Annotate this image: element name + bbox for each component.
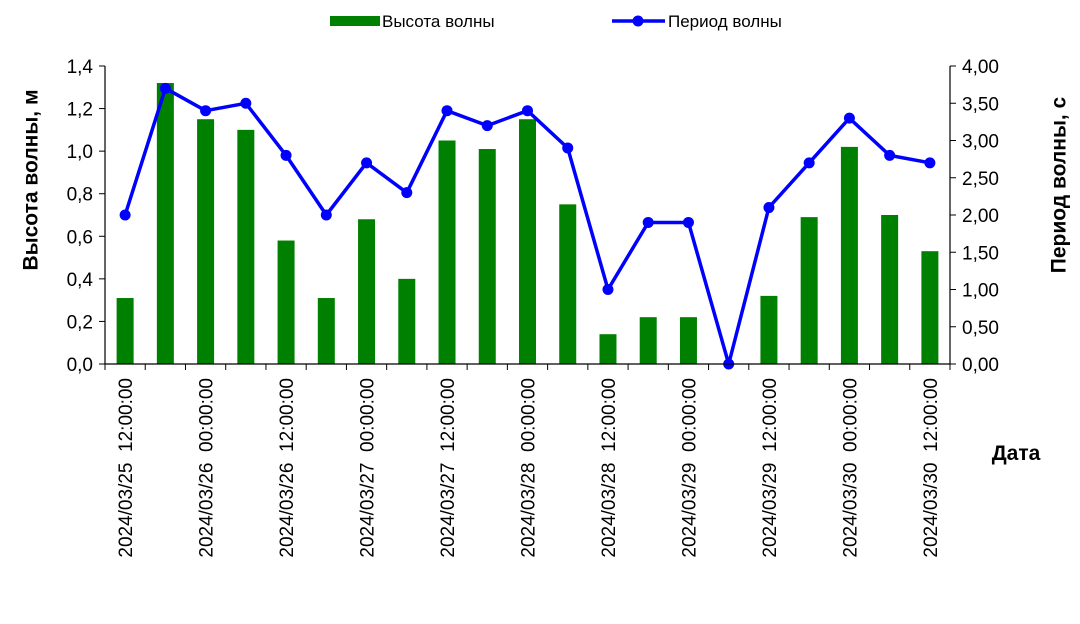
line-point (280, 149, 292, 161)
left-tick-label: 0,8 (67, 185, 93, 206)
x-tick-label: 2024/03/28 12:00:00 (599, 378, 620, 558)
left-tick-label: 1,0 (67, 142, 93, 163)
right-tick-label: 0,00 (962, 355, 999, 376)
left-tick-label: 0,4 (67, 270, 94, 291)
line-point (562, 142, 574, 154)
bar (438, 140, 456, 364)
right-tick-label: 2,50 (962, 169, 999, 190)
right-tick-label: 1,00 (962, 281, 999, 302)
bar (519, 119, 536, 364)
bar (800, 217, 818, 364)
line-point (441, 105, 453, 117)
right-axis-ticks: 0,00 0,50 1,00 1,50 2,00 2,50 3,00 3,50 4,00 (950, 57, 999, 376)
bar (559, 204, 577, 364)
x-tick-label: 2024/03/29 00:00:00 (680, 378, 701, 558)
bar (156, 83, 174, 365)
x-axis-title: Дата (992, 442, 1041, 465)
line-point (159, 82, 171, 94)
bar (398, 278, 416, 364)
legend-label-period: Период волны (668, 12, 782, 31)
bar (277, 240, 295, 364)
bar (639, 317, 657, 364)
left-tick-label: 1,2 (67, 100, 93, 121)
bar-series (116, 83, 939, 365)
right-tick-label: 1,50 (962, 243, 999, 264)
line-point (884, 149, 896, 161)
bar (116, 298, 134, 364)
bar (679, 317, 697, 364)
x-tick-label: 2024/03/30 12:00:00 (921, 378, 942, 558)
y-axis-right-title: Период волны, с (1048, 96, 1071, 273)
x-tick-label: 2024/03/27 00:00:00 (358, 378, 379, 558)
line-point (320, 209, 332, 221)
legend-line-marker (632, 15, 644, 27)
line-point (240, 97, 252, 109)
left-tick-label: 1,4 (67, 57, 94, 78)
bar (881, 215, 899, 364)
bar (317, 298, 335, 364)
bar (921, 251, 939, 364)
x-tick-label: 2024/03/30 00:00:00 (840, 378, 861, 558)
legend-bar-swatch (330, 16, 380, 26)
left-axis-ticks: 0,0 0,2 0,4 0,6 0,8 1,0 1,2 1,4 (67, 57, 105, 376)
x-tick-label: 2024/03/25 12:00:00 (116, 378, 137, 558)
bar (358, 219, 376, 364)
x-tick-label: 2024/03/29 12:00:00 (760, 378, 781, 558)
line-point (481, 120, 493, 132)
x-tick-label: 2024/03/26 00:00:00 (197, 378, 218, 558)
line-point (803, 157, 815, 169)
bar (197, 119, 215, 364)
x-tick-label: 2024/03/27 12:00:00 (438, 378, 459, 558)
left-tick-label: 0,6 (67, 227, 93, 248)
legend-label-height: Высота волны (382, 12, 495, 31)
line-point (843, 112, 855, 124)
line-point (924, 157, 936, 169)
bar (599, 334, 617, 364)
line-point (522, 105, 533, 117)
line-point (200, 105, 212, 117)
y-axis-left-title: Высота волны, м (20, 90, 43, 271)
right-tick-label: 2,00 (962, 206, 999, 227)
x-tick-label: 2024/03/28 00:00:00 (519, 378, 540, 558)
right-tick-label: 3,00 (962, 132, 999, 153)
right-tick-label: 0,50 (962, 318, 999, 339)
bar (478, 149, 496, 364)
line-point (642, 216, 654, 228)
legend: Высота волны Период волны (330, 12, 782, 31)
right-tick-label: 3,50 (962, 94, 999, 115)
x-tick-label: 2024/03/26 12:00:00 (277, 378, 298, 558)
line-point (602, 284, 614, 295)
line-point (361, 157, 373, 169)
line-point (119, 209, 131, 221)
bar (840, 146, 858, 364)
line-point (682, 216, 694, 228)
right-tick-label: 4,00 (962, 57, 999, 78)
left-tick-label: 0,2 (67, 312, 93, 333)
x-axis-ticks: 2024/03/25 12:00:00 2024/03/26 00:00:00 20… (104, 364, 951, 558)
left-tick-label: 0,0 (67, 355, 93, 376)
line-point (401, 187, 413, 199)
bar (760, 295, 778, 364)
line-point (763, 202, 775, 214)
bar (237, 129, 255, 364)
line-series (119, 82, 936, 370)
